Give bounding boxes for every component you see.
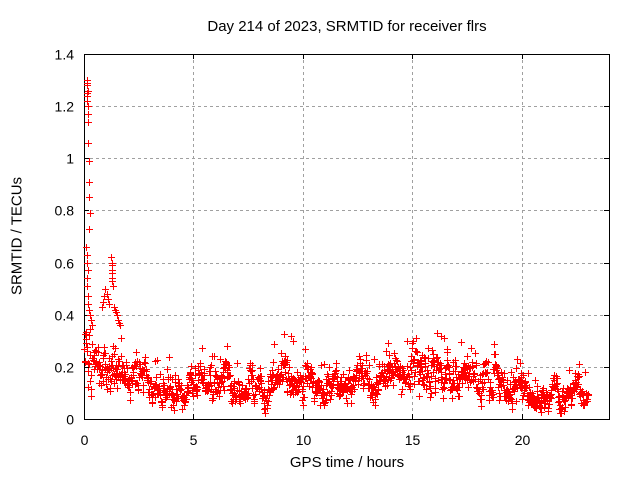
x-tick-label: 0 bbox=[81, 432, 89, 448]
x-tick-label: 10 bbox=[296, 432, 312, 448]
x-tick-label: 5 bbox=[190, 432, 198, 448]
y-tick-label: 0.8 bbox=[55, 203, 75, 219]
x-tick-label: 15 bbox=[405, 432, 421, 448]
y-tick-label: 1.2 bbox=[55, 99, 75, 115]
x-tick-label: 20 bbox=[515, 432, 531, 448]
y-tick-label: 0 bbox=[66, 412, 74, 428]
y-tick-label: 1.4 bbox=[55, 47, 75, 63]
x-axis-label: GPS time / hours bbox=[289, 454, 405, 471]
y-tick-label: 0.6 bbox=[55, 256, 75, 272]
plot-frame bbox=[84, 54, 610, 420]
y-tick-label: 0.4 bbox=[55, 308, 75, 324]
y-tick-label: 1 bbox=[66, 151, 74, 167]
chart-title: Day 214 of 2023, SRMTID for receiver flr… bbox=[207, 18, 487, 35]
data-points-srmtid bbox=[81, 77, 592, 417]
y-tick-label: 0.2 bbox=[55, 360, 75, 376]
